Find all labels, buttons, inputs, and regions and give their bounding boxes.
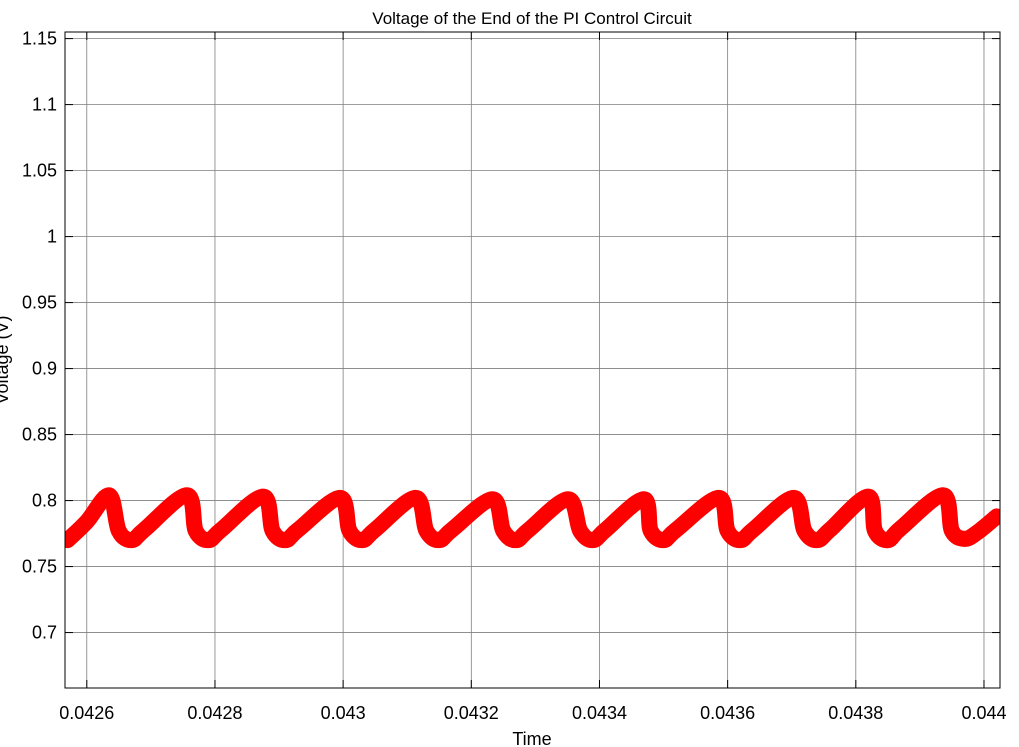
x-tick-label: 0.044 (961, 703, 1006, 723)
y-tick-label: 0.7 (32, 623, 57, 643)
y-tick-label: 0.8 (32, 491, 57, 511)
x-axis-label: Time (512, 729, 551, 747)
x-tick-label: 0.0426 (59, 703, 114, 723)
ticks: 0.0426 0.0428 0.043 0.0432 0.0434 0.0436 0.043… (22, 29, 1007, 723)
axes-box (64, 31, 1001, 689)
y-tick-label: 1.1 (32, 95, 57, 115)
x-tick-label: 0.0432 (444, 703, 499, 723)
plot-area (65, 487, 1000, 549)
y-tick-label: 1 (47, 227, 57, 247)
y-tick-label: 1.05 (22, 161, 57, 181)
y-axis-label: Voltage (V) (0, 315, 12, 404)
y-tick-label: 1.15 (22, 29, 57, 49)
grid (65, 32, 1000, 688)
y-tick-label: 0.9 (32, 359, 57, 379)
y-tick-label: 0.95 (22, 293, 57, 313)
x-tick-label: 0.0428 (187, 703, 242, 723)
chart-title: Voltage of the End of the PI Control Cir… (372, 9, 692, 28)
x-tick-label: 0.0436 (700, 703, 755, 723)
x-tick-label: 0.043 (321, 703, 366, 723)
y-tick-label: 0.75 (22, 557, 57, 577)
x-tick-label: 0.0434 (572, 703, 627, 723)
y-tick-label: 0.85 (22, 425, 57, 445)
series-line (65, 487, 1000, 549)
x-tick-label: 0.0438 (828, 703, 883, 723)
